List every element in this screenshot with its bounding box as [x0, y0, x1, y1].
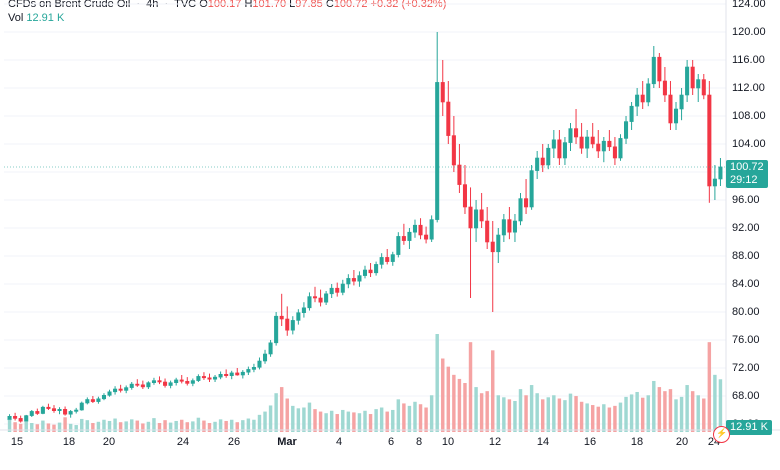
legend-open-value: 100.17 [207, 0, 242, 10]
price-axis[interactable]: 124.00 120.00 116.00 112.00 108.00 104.00 100.… [728, 0, 780, 470]
legend-high-label: H [244, 0, 253, 10]
price-tick-label: 96.00 [732, 194, 760, 206]
time-tick-label: 18 [630, 436, 644, 448]
legend-interval[interactable]: 4h [146, 0, 159, 10]
time-tick-label: 6 [387, 436, 395, 448]
price-tick-label: 84.00 [732, 278, 760, 290]
legend-low-value: 97.85 [295, 0, 323, 10]
time-tick-label: 14 [536, 436, 550, 448]
price-tick-label: 68.00 [732, 390, 760, 402]
volume-legend: Vol 12.91 K [8, 12, 64, 24]
time-tick-label: 26 [227, 436, 241, 448]
chart-legend: CFDs on Brent Crude Oil · 4h · TVC O100.… [8, 0, 446, 10]
volume-value: 12.91 K [26, 12, 65, 24]
legend-change: +0.32 [370, 0, 399, 10]
price-badge-countdown: 29:12 [730, 173, 758, 186]
time-tick-label: 12 [488, 436, 502, 448]
time-tick-label: 8 [415, 436, 423, 448]
legend-separator-1: · [133, 0, 144, 10]
price-tick-label: 120.00 [732, 26, 766, 38]
price-tick-label: 88.00 [732, 250, 760, 262]
legend-symbol[interactable]: CFDs on Brent Crude Oil [8, 0, 131, 10]
time-tick-label: Mar [277, 436, 297, 448]
time-tick-label: 15 [10, 436, 24, 448]
price-badge-value: 100.72 [730, 160, 764, 173]
price-tick-label: 124.00 [732, 0, 766, 10]
legend-close-value: 100.72 [333, 0, 368, 10]
current-price-badge: 100.72 29:12 [726, 159, 768, 188]
time-tick-label: 24 [176, 436, 190, 448]
time-tick-label: 4 [335, 436, 343, 448]
lightning-icon[interactable]: ⚡ [713, 426, 731, 443]
legend-separator-2: · [161, 0, 172, 10]
legend-change-percent: (+0.32%) [401, 0, 447, 10]
legend-high-value: 101.70 [252, 0, 287, 10]
time-tick-label: 10 [441, 436, 455, 448]
price-tick-label: 72.00 [732, 362, 760, 374]
time-tick-label: 16 [583, 436, 597, 448]
price-tick-label: 116.00 [732, 54, 765, 66]
volume-label: Vol [8, 12, 24, 24]
time-tick-label: 20 [102, 436, 116, 448]
price-tick-label: 108.00 [732, 110, 766, 122]
current-volume-badge: 12.91 K [726, 420, 772, 435]
price-tick-label: 112.00 [732, 82, 765, 94]
price-tick-label: 80.00 [732, 306, 760, 318]
time-tick-label: 18 [62, 436, 76, 448]
time-tick-label: 20 [675, 436, 689, 448]
legend-exchange: TVC [174, 0, 197, 10]
legend-close-label: C [325, 0, 334, 10]
price-tick-label: 76.00 [732, 334, 760, 346]
price-tick-label: 104.00 [732, 138, 766, 150]
legend-open-label: O [199, 0, 208, 10]
legend-low-label: L [289, 0, 296, 10]
price-tick-label: 92.00 [732, 222, 760, 234]
